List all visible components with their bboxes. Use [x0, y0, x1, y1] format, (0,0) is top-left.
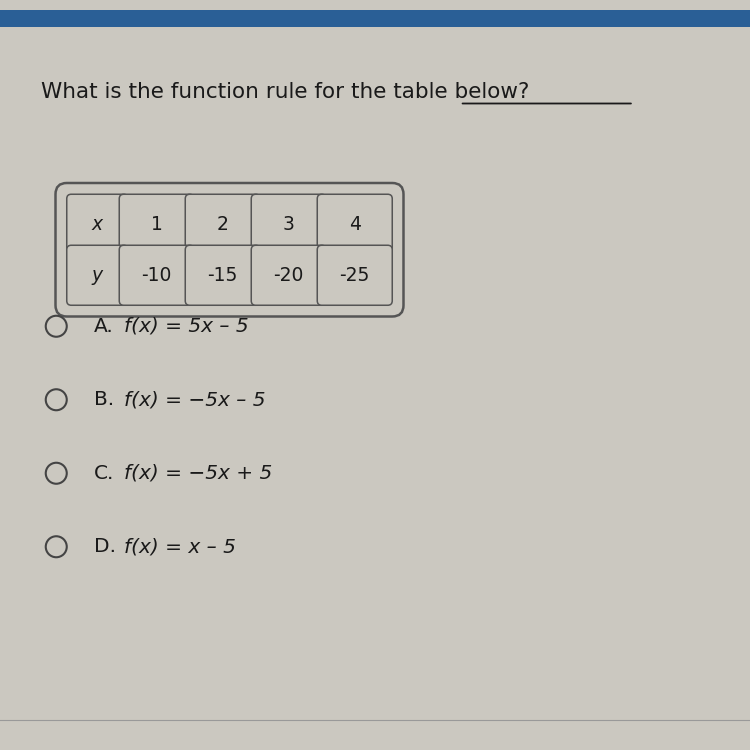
Text: -25: -25 [340, 266, 370, 285]
Text: B.: B. [94, 390, 114, 410]
FancyBboxPatch shape [251, 245, 326, 305]
Bar [0, 10, 750, 27]
Text: f(x) = x – 5: f(x) = x – 5 [124, 537, 236, 556]
Text: x: x [92, 214, 103, 234]
Text: -10: -10 [142, 266, 172, 285]
Text: y: y [92, 266, 103, 285]
FancyBboxPatch shape [67, 245, 128, 305]
FancyBboxPatch shape [317, 245, 392, 305]
FancyBboxPatch shape [185, 245, 260, 305]
FancyBboxPatch shape [119, 245, 194, 305]
FancyBboxPatch shape [185, 194, 260, 254]
Text: f(x) = −5x – 5: f(x) = −5x – 5 [124, 390, 266, 410]
FancyBboxPatch shape [67, 194, 128, 254]
Text: 3: 3 [283, 214, 295, 234]
Text: f(x) = 5x – 5: f(x) = 5x – 5 [124, 316, 248, 336]
Text: What is the function rule for the table below?: What is the function rule for the table … [41, 82, 530, 101]
FancyBboxPatch shape [56, 183, 404, 316]
Text: f(x) = −5x + 5: f(x) = −5x + 5 [124, 464, 272, 483]
Text: A.: A. [94, 316, 113, 336]
Text: C.: C. [94, 464, 114, 483]
Text: D.: D. [94, 537, 116, 556]
FancyBboxPatch shape [119, 194, 194, 254]
FancyBboxPatch shape [317, 194, 392, 254]
Text: -20: -20 [274, 266, 304, 285]
FancyBboxPatch shape [251, 194, 326, 254]
Text: 1: 1 [151, 214, 163, 234]
Text: 4: 4 [349, 214, 361, 234]
Text: -15: -15 [208, 266, 238, 285]
Text: 2: 2 [217, 214, 229, 234]
